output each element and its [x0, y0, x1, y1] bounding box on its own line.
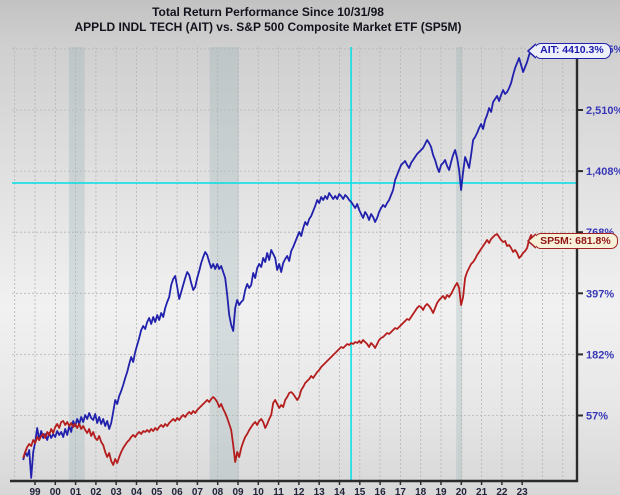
ait-callout-text: AIT: 4410.3%	[540, 44, 604, 56]
axes	[10, 47, 579, 483]
sp5m-callout-arrow-icon	[527, 233, 537, 249]
y-tick-label: 2,510%	[586, 105, 620, 117]
x-tick-label: 13	[314, 487, 326, 495]
chart-title: Total Return Performance Since 10/31/98 …	[0, 5, 536, 35]
chart-title-line1: Total Return Performance Since 10/31/98	[152, 5, 384, 19]
x-tick-label: 01	[70, 487, 82, 495]
x-tick-label: 09	[232, 487, 244, 495]
x-tick-label: 12	[293, 487, 305, 495]
sp5m-callout-text: SP5M: 681.8%	[540, 234, 611, 247]
recession-bands	[68, 47, 463, 481]
x-tick-label: 15	[354, 487, 366, 495]
x-tick-label: 05	[151, 487, 163, 495]
ait-callout-arrow-icon	[527, 42, 537, 59]
x-tick-label: 18	[415, 487, 427, 495]
recession-band	[68, 47, 85, 481]
x-tick-label: 17	[395, 487, 407, 495]
x-tick-label: 08	[212, 487, 224, 495]
x-tick-label: 07	[192, 487, 204, 495]
x-tick-label: 22	[496, 487, 508, 495]
sp5m-value-callout: SP5M: 681.8%	[527, 233, 618, 249]
x-tick-label: 21	[476, 487, 488, 495]
x-tick-label: 16	[375, 487, 387, 495]
x-tick-label: 10	[253, 487, 265, 495]
y-tick-label: 397%	[586, 288, 614, 300]
x-tick-label: 23	[517, 487, 529, 495]
y-tick-label: 1,408%	[586, 166, 620, 178]
recession-band	[209, 47, 239, 481]
x-tick-label: 02	[90, 487, 102, 495]
chart-title-line2: APPLD INDL TECH (AIT) vs. S&P 500 Compos…	[74, 20, 462, 34]
recession-band	[456, 47, 463, 481]
x-tick-label: 00	[50, 487, 62, 495]
gridlines	[12, 47, 577, 481]
ait-value-callout: AIT: 4410.3%	[527, 42, 611, 59]
y-tick-label: 57%	[586, 411, 608, 423]
x-tick-label: 19	[435, 487, 447, 495]
x-axis-ticks: 99 00 01 02 03 04 05 06 07 08 09 10 11 12 13 14 15 16 17 18…	[29, 481, 528, 495]
x-tick-label: 14	[334, 487, 346, 495]
x-tick-label: 06	[172, 487, 184, 495]
x-tick-label: 04	[131, 487, 143, 495]
x-tick-label: 11	[273, 487, 284, 495]
x-tick-label: 99	[29, 487, 41, 495]
x-tick-label: 03	[111, 487, 123, 495]
y-tick-label: 182%	[586, 349, 614, 361]
sp5m-series-line	[22, 233, 534, 466]
ait-series-line	[22, 49, 534, 479]
x-tick-label: 20	[456, 487, 468, 495]
